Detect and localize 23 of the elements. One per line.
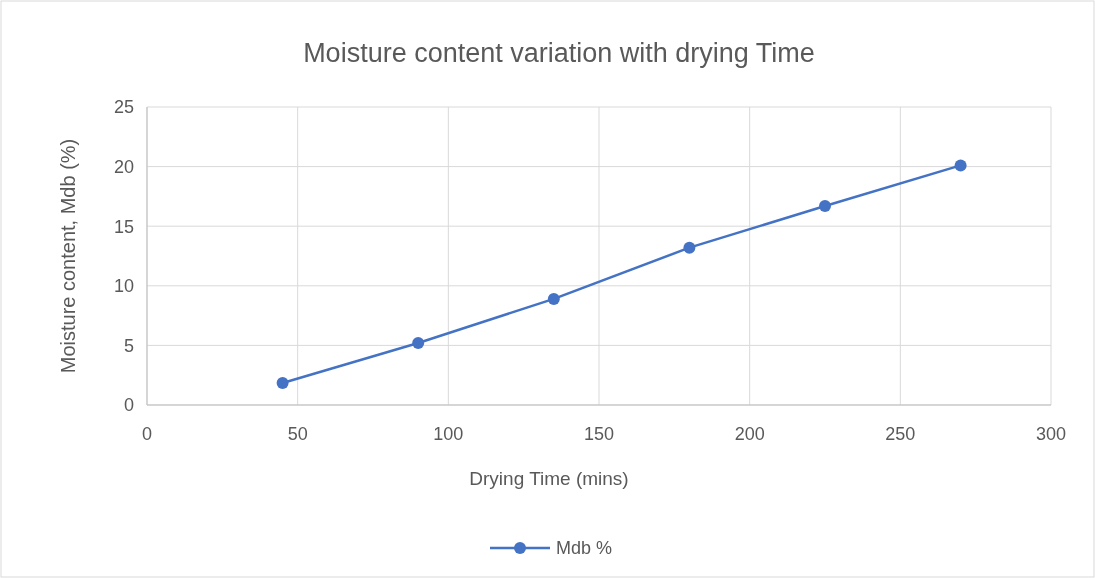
y-tick-label: 10: [113, 276, 134, 297]
point: [276, 376, 289, 389]
point: [547, 292, 560, 305]
point: [819, 199, 831, 212]
y-tick-label: 15: [113, 216, 134, 237]
x-tick-label: 250: [885, 424, 916, 444]
point: [412, 337, 425, 350]
x-tick-label: 100: [433, 424, 464, 444]
point: [683, 241, 696, 254]
legend-label: Mdb %: [556, 538, 613, 559]
x-tick-label: 0: [141, 424, 153, 444]
chart-title: Moisture content variation with drying Time: [303, 38, 815, 68]
x-axis-title: Drying Time (mins): [469, 468, 629, 489]
x-tick-label: 200: [734, 424, 765, 444]
y-axis-title: Moisture content, Mdb (%): [57, 138, 79, 374]
y-tick-label: 0: [123, 395, 134, 416]
y-tick-label: 25: [113, 97, 134, 118]
x-tick-label: 300: [1035, 424, 1067, 444]
x-tick-label: 150: [583, 424, 615, 444]
y-tick-label: 5: [123, 335, 134, 356]
x-tick-label: 50: [287, 424, 308, 444]
point: [954, 159, 967, 172]
y-tick-label: 20: [113, 156, 134, 177]
